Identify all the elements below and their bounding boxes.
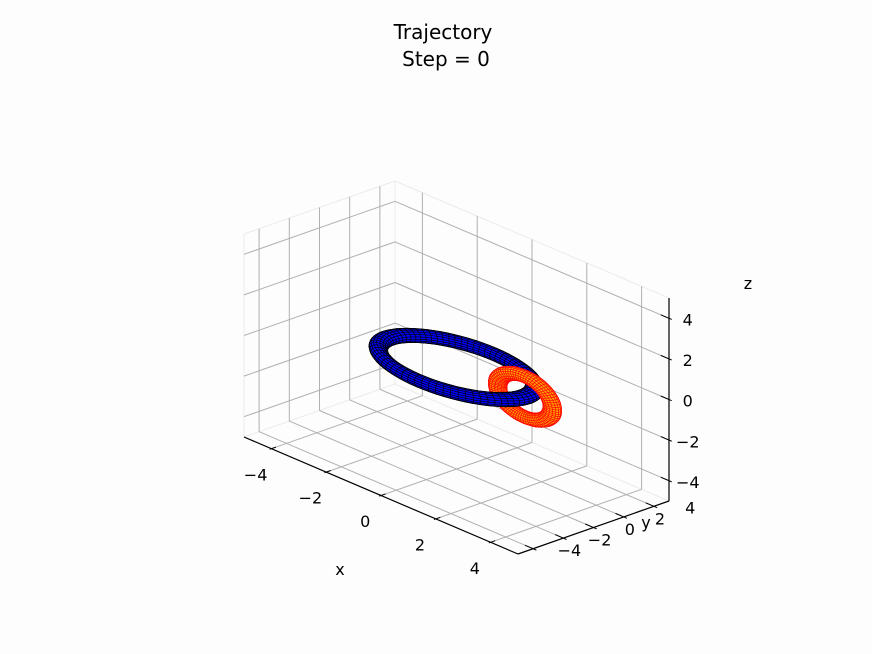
x-tick-label: −4 xyxy=(244,465,268,484)
x-tick-label: 0 xyxy=(360,512,370,531)
y-tick-mark xyxy=(615,512,628,519)
x-tick-mark xyxy=(324,470,331,474)
z-tick-mark xyxy=(660,395,672,402)
chart-title: Trajectory xyxy=(393,20,493,44)
z-tick-mark xyxy=(660,354,672,361)
y-tick-mark xyxy=(524,544,537,551)
z-tick-label: 0 xyxy=(683,392,693,411)
y-tick-mark xyxy=(554,534,567,540)
x-tick-mark xyxy=(379,493,386,497)
z-tick-label: 2 xyxy=(683,351,693,370)
torus-face xyxy=(501,402,509,406)
z-axis-label: z xyxy=(744,274,752,293)
chart-subtitle: Step = 0 xyxy=(402,47,490,71)
torus-face xyxy=(513,402,521,406)
torus-face xyxy=(507,403,515,406)
torus-face xyxy=(415,338,422,342)
y-tick-label: 4 xyxy=(685,499,695,518)
y-tick-label: −2 xyxy=(588,531,612,550)
y-tick-mark xyxy=(585,523,597,530)
torus-face xyxy=(431,339,438,344)
torus-face xyxy=(518,401,526,406)
x-tick-mark xyxy=(433,516,441,521)
z-tick-label: −2 xyxy=(676,432,700,451)
grid-line-y-floor xyxy=(258,431,534,550)
z-tick-mark xyxy=(660,314,672,320)
grid-line-z-back xyxy=(394,200,670,319)
torus-surfaces xyxy=(368,327,563,428)
grid-line-y-floor xyxy=(319,410,594,528)
torus-face xyxy=(373,339,378,343)
grid-line-z-side xyxy=(243,241,396,296)
z-tick-mark xyxy=(660,436,672,442)
y-tick-mark xyxy=(645,502,658,509)
x-tick-label: −2 xyxy=(299,489,323,508)
tick-marks: −4 −2 0 2 4 −4 −2 0 2 4 −4 −2 0 2 4 xyxy=(244,310,700,577)
grid-line-z-back xyxy=(394,241,670,360)
grid-line-z-side xyxy=(243,363,396,418)
grid-line-z-side xyxy=(243,322,396,377)
y-tick-label: 0 xyxy=(625,520,635,539)
x-tick-label: 2 xyxy=(415,536,425,555)
torus-face xyxy=(465,398,474,403)
torus-face xyxy=(420,339,427,342)
torus-face xyxy=(550,416,556,421)
x-tick-mark xyxy=(488,540,496,544)
y-axis-label: y xyxy=(641,513,650,532)
torus-face xyxy=(487,401,496,406)
torus-face xyxy=(425,339,433,343)
x-axis-label: x xyxy=(335,560,344,579)
y-tick-label: −4 xyxy=(558,541,582,560)
torus-face xyxy=(410,338,417,342)
x-tick-mark xyxy=(269,446,277,450)
grid-line-z-side xyxy=(243,282,396,336)
grid-line-y-floor xyxy=(289,420,564,539)
y-tick-label: 2 xyxy=(655,509,665,528)
grid-line-y-floor xyxy=(349,399,624,518)
z-tick-label: −4 xyxy=(676,473,700,492)
z-tick-label: 4 xyxy=(683,310,693,329)
x-tick-label: 4 xyxy=(470,559,480,578)
grid-line-z-back xyxy=(394,282,670,400)
grid-line-z-side xyxy=(243,200,396,255)
torus-face xyxy=(494,402,503,406)
grid-line-y-floor xyxy=(379,388,655,507)
z-tick-mark xyxy=(660,476,672,483)
